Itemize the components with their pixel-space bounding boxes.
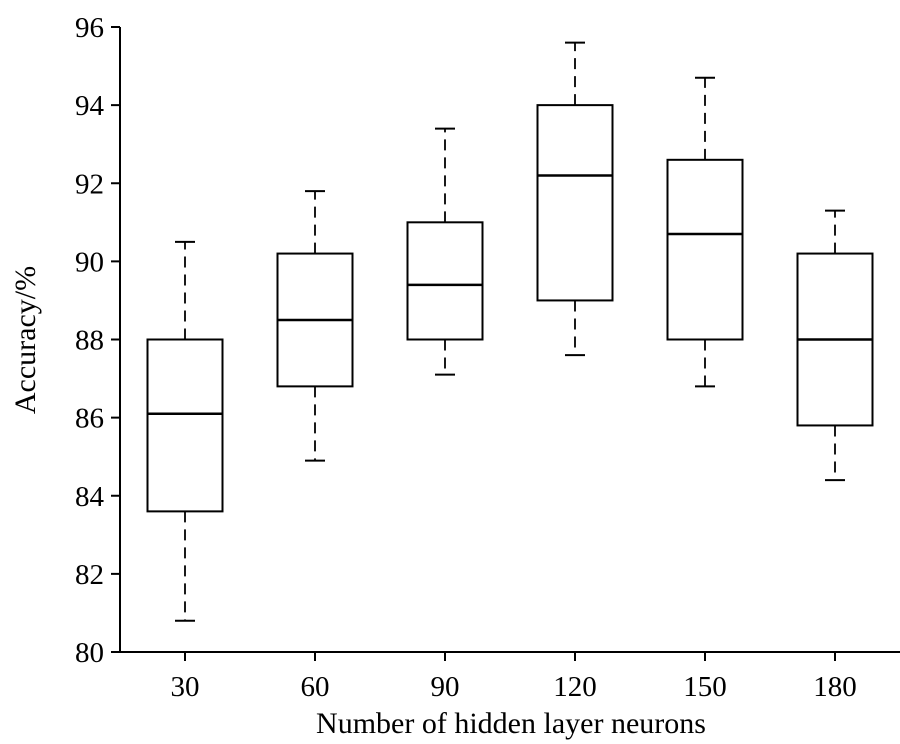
y-tick-label: 80 (75, 637, 104, 669)
iqr-box (406, 221, 484, 341)
iqr-box (536, 104, 614, 302)
y-tick-label: 86 (75, 403, 104, 435)
iqr-box (666, 158, 744, 341)
x-tick-label: 90 (431, 671, 460, 703)
x-axis-title: Number of hidden layer neurons (316, 707, 706, 740)
x-tick-label: 60 (301, 671, 330, 703)
y-axis: 80 82 84 86 88 90 92 94 96 (75, 12, 121, 669)
x-tick-label: 120 (553, 671, 597, 703)
box-120 (536, 41, 614, 357)
y-tick-label: 94 (75, 90, 105, 122)
y-tick-label: 92 (75, 168, 104, 200)
x-tick-label: 30 (171, 671, 200, 703)
box-60 (276, 190, 354, 462)
box-30 (146, 240, 224, 622)
box-150 (666, 76, 744, 388)
x-axis: 30 60 90 120 150 180 (120, 651, 900, 703)
y-tick-label: 90 (75, 246, 104, 278)
x-tick-label: 180 (813, 671, 857, 703)
y-tick-label: 84 (75, 481, 105, 513)
box-90 (406, 127, 484, 376)
x-tick-label: 150 (683, 671, 727, 703)
y-axis-title: Accuracy/% (9, 266, 42, 414)
iqr-box (146, 338, 224, 513)
y-tick-label: 88 (75, 325, 104, 357)
box-180 (796, 209, 874, 482)
boxes-group (146, 41, 874, 622)
y-tick-label: 96 (75, 12, 104, 44)
y-tick-label: 82 (75, 559, 104, 591)
